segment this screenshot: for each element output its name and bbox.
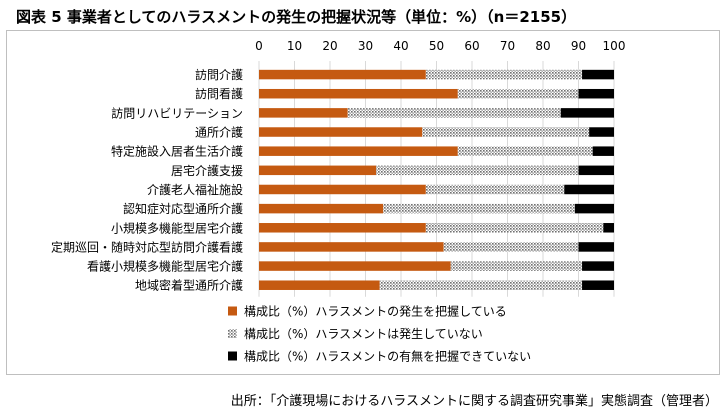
legend-item-not-occurred: 構成比（%）ハラスメントは発生していない — [244, 327, 483, 341]
category-label: 居宅介護支援 — [171, 163, 243, 178]
bar-segment-not-occurred — [425, 69, 583, 80]
bar-segment-unknown — [560, 108, 614, 118]
bar-segment-occurred — [259, 223, 426, 233]
x-tick-label: 90 — [571, 39, 586, 53]
bar-segment-not-occurred — [376, 165, 579, 176]
bar-segment-occurred — [259, 146, 458, 156]
category-label: 地域密着型通所介護 — [135, 278, 243, 293]
bar-segment-occurred — [259, 280, 380, 290]
legend-item-unknown-swatch — [228, 351, 237, 361]
bar-segment-not-occurred — [379, 280, 583, 290]
category-label: 特定施設入居者生活介護 — [111, 144, 243, 159]
bar-segment-unknown — [578, 88, 614, 99]
x-tick-label: 50 — [429, 39, 444, 53]
bar-segment-occurred — [259, 261, 451, 271]
bar-segment-occurred — [259, 127, 423, 137]
x-tick-label: 10 — [287, 39, 302, 53]
bar-segment-not-occurred — [425, 184, 565, 195]
x-tick-label: 100 — [603, 39, 626, 53]
category-label: 通所介護 — [195, 125, 243, 140]
bar-segment-occurred — [259, 69, 426, 80]
bar-segment-not-occurred — [457, 88, 579, 99]
x-tick-label: 20 — [322, 39, 337, 53]
chart-frame — [6, 30, 720, 375]
bar-segment-unknown — [603, 223, 614, 233]
bar-segment-not-occurred — [457, 146, 593, 156]
bar-segment-occurred — [259, 203, 384, 214]
bar-segment-occurred — [259, 184, 426, 195]
source-note: 出所：「介護現場におけるハラスメントに関する調査研究事業」実態調査（管理者） — [230, 394, 718, 409]
x-tick-label: 80 — [535, 39, 550, 53]
bar-segment-unknown — [564, 184, 614, 195]
category-label: 定期巡回・随時対応型訪問介護看護 — [51, 239, 243, 254]
legend-item-not-occurred-swatch — [228, 329, 237, 338]
bar-segment-not-occurred — [425, 223, 604, 233]
bar-segment-not-occurred — [422, 127, 590, 137]
bar-segment-unknown — [578, 165, 614, 176]
category-label: 小規模多機能型居宅介護 — [111, 220, 243, 235]
bar-segment-not-occurred — [383, 203, 575, 214]
x-tick-label: 70 — [500, 39, 515, 53]
bar-segment-occurred — [259, 88, 458, 99]
bar-segment-unknown — [592, 146, 614, 156]
bar-segment-unknown — [574, 203, 614, 214]
category-label: 介護老人福祉施設 — [147, 182, 243, 197]
category-label: 訪問介護 — [195, 67, 243, 82]
bar-segment-occurred — [259, 165, 377, 176]
category-label: 認知症対応型通所介護 — [123, 201, 243, 216]
x-tick-label: 60 — [464, 39, 479, 53]
bar-segment-unknown — [582, 280, 614, 290]
legend-item-occurred: 構成比（%）ハラスメントの発生を把握している — [244, 304, 507, 319]
bar-segment-not-occurred — [450, 261, 583, 271]
bar-segment-occurred — [259, 108, 348, 118]
category-label: 看護小規模多機能型居宅介護 — [87, 259, 243, 274]
bar-segment-occurred — [259, 242, 444, 252]
legend-item-occurred-swatch — [228, 306, 237, 316]
bar-segment-unknown — [578, 242, 614, 252]
bar-segment-unknown — [589, 127, 614, 137]
x-tick-label: 0 — [255, 39, 263, 53]
bar-segment-not-occurred — [443, 242, 579, 252]
bar-segment-unknown — [582, 69, 614, 80]
category-label: 訪問リハビリテーション — [111, 105, 243, 120]
x-tick-label: 40 — [393, 39, 408, 53]
chart-title: 図表 5 事業者としてのハラスメントの発生の把握状況等（単位：%）（n＝2155… — [16, 8, 577, 26]
category-label: 訪問看護 — [195, 86, 243, 101]
bar-segment-unknown — [582, 261, 614, 271]
legend-item-unknown: 構成比（%）ハラスメントの有無を把握できていない — [244, 349, 531, 364]
x-tick-label: 30 — [358, 39, 373, 53]
bar-segment-not-occurred — [347, 108, 561, 118]
